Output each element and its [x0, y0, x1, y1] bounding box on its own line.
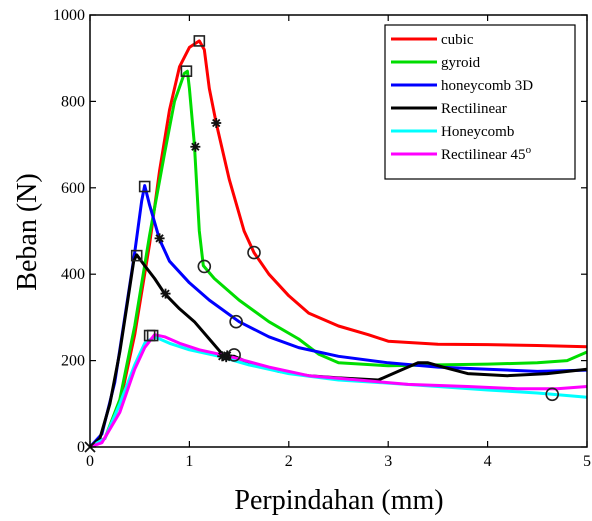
x-tick-label: 2	[285, 453, 293, 470]
x-tick-label: 3	[384, 453, 392, 470]
circle-marker-2-2	[229, 314, 243, 329]
x-tick-label: 1	[185, 453, 193, 470]
legend: cubic gyroid honeycomb 3D Rectilinear Honeyc…	[384, 24, 576, 180]
square-marker-1-0	[180, 65, 193, 77]
asterisk-marker-2-1	[154, 233, 165, 244]
asterisk-marker-1-1	[190, 141, 201, 152]
tick-layer: 0 1 2 3 4 5 0 200 400 600 800 1000	[53, 7, 591, 470]
legend-label-4: Honeycomb	[441, 124, 514, 140]
y-axis-title: Beban (N)	[12, 173, 43, 290]
x-tick-label: 0	[86, 453, 94, 470]
circle-marker-4-2	[545, 387, 560, 402]
square-marker-3-0	[130, 249, 143, 262]
asterisk-marker-3-1	[160, 288, 171, 299]
legend-label-0: cubic	[441, 32, 474, 48]
legend-label-1: gyroid	[441, 55, 481, 71]
y-tick-label: 0	[77, 439, 85, 456]
series-line-5	[89, 333, 588, 449]
y-tick-label: 400	[61, 266, 85, 283]
x-tick-label: 4	[484, 453, 492, 470]
circle-marker-1-2	[197, 259, 212, 274]
square-marker-0-0	[193, 35, 206, 47]
legend-label-5: Rectilinear 45o	[441, 144, 532, 163]
circle-marker-0-2	[247, 245, 261, 260]
axes-frame	[89, 14, 588, 448]
y-tick-label: 800	[61, 93, 85, 110]
y-tick-label: 200	[61, 353, 85, 370]
legend-label-3: Rectilinear	[441, 101, 507, 117]
square-marker-5-0	[146, 329, 159, 342]
legend-label-2: honeycomb 3D	[441, 78, 533, 94]
asterisk-marker-0-1	[211, 118, 222, 128]
y-tick-label: 600	[61, 180, 85, 197]
x-tick-label: 5	[583, 453, 591, 470]
axes-layer	[89, 14, 588, 448]
x-axis-title: Perpindahan (mm)	[234, 485, 443, 516]
asterisk-marker-5-1	[222, 350, 233, 361]
y-tick-label: 1000	[53, 7, 85, 24]
square-marker-2-0	[138, 180, 151, 193]
marker-layer	[84, 35, 560, 453]
